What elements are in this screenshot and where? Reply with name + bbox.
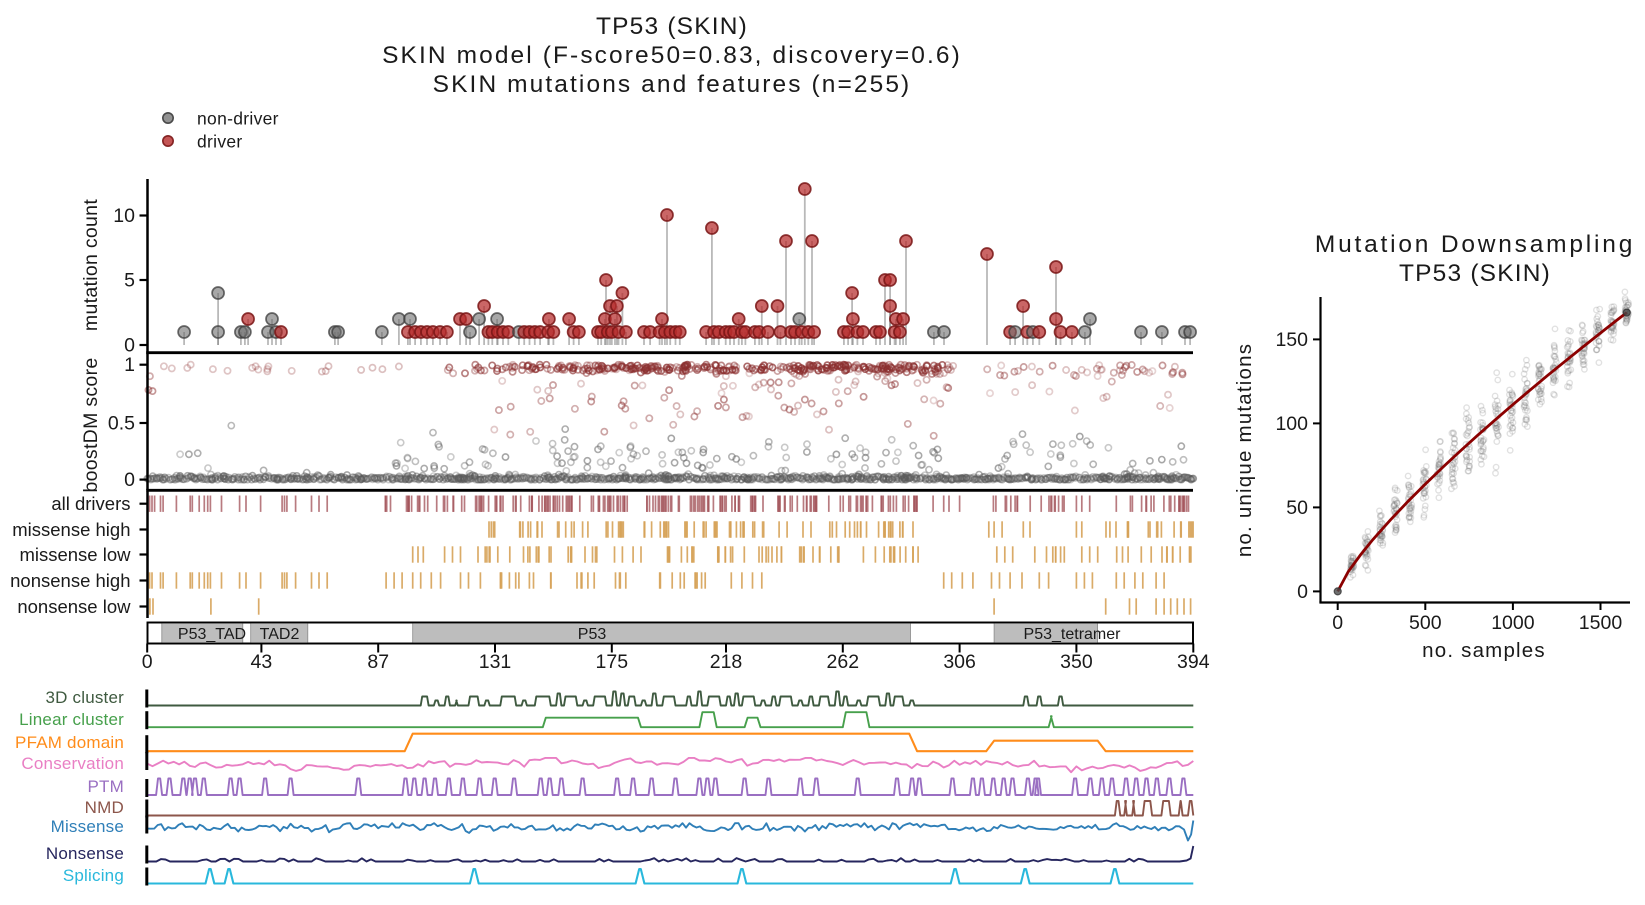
svg-text:0: 0 [124,469,135,491]
svg-text:PTM: PTM [88,777,124,796]
svg-text:10: 10 [113,205,135,227]
svg-text:Missense: Missense [51,817,124,836]
svg-text:nonsense high: nonsense high [10,570,130,591]
svg-text:missense low: missense low [19,544,131,565]
svg-text:350: 350 [1060,651,1093,673]
svg-text:SKIN mutations and features (n: SKIN mutations and features (n=255) [433,71,912,98]
svg-text:mutation count: mutation count [80,199,102,331]
svg-text:306: 306 [943,651,976,673]
svg-text:262: 262 [827,651,860,673]
svg-text:non-driver: non-driver [197,109,279,129]
svg-text:NMD: NMD [85,798,124,817]
svg-text:1500: 1500 [1579,612,1623,634]
svg-text:0: 0 [1332,612,1343,634]
svg-text:0: 0 [1297,581,1308,603]
svg-text:P53_tetramer: P53_tetramer [1024,626,1122,643]
svg-text:1: 1 [124,354,135,376]
svg-text:131: 131 [479,651,512,673]
svg-text:0: 0 [142,651,153,673]
svg-text:87: 87 [367,651,389,673]
svg-text:no. unique mutations: no. unique mutations [1233,343,1256,557]
svg-text:1000: 1000 [1491,612,1535,634]
svg-text:Nonsense: Nonsense [46,844,124,863]
svg-text:0: 0 [124,335,135,357]
svg-text:Conservation: Conservation [21,754,124,773]
svg-text:PFAM domain: PFAM domain [15,733,124,752]
svg-text:no. samples: no. samples [1422,639,1546,662]
svg-text:TP53 (SKIN): TP53 (SKIN) [596,13,748,40]
svg-text:394: 394 [1177,651,1210,673]
svg-text:100: 100 [1275,413,1308,435]
svg-text:3D cluster: 3D cluster [45,688,124,707]
svg-text:P53: P53 [578,626,607,643]
svg-text:Mutation Downsampling: Mutation Downsampling [1315,231,1635,258]
svg-text:all drivers: all drivers [51,493,130,514]
svg-text:0.5: 0.5 [108,413,135,435]
svg-text:150: 150 [1275,329,1308,351]
svg-text:Splicing: Splicing [63,866,124,885]
svg-text:TAD2: TAD2 [260,626,300,643]
svg-text:218: 218 [710,651,743,673]
svg-text:500: 500 [1409,612,1442,634]
svg-text:boostDM score: boostDM score [80,357,102,492]
svg-text:driver: driver [197,132,243,152]
svg-text:SKIN model (F-score50=0.83, di: SKIN model (F-score50=0.83, discovery=0.… [382,42,962,69]
svg-text:5: 5 [124,270,135,292]
svg-text:P53_TAD: P53_TAD [178,626,246,643]
svg-text:175: 175 [596,651,629,673]
svg-text:43: 43 [251,651,273,673]
svg-text:TP53 (SKIN): TP53 (SKIN) [1399,260,1551,287]
svg-text:50: 50 [1286,497,1308,519]
svg-text:missense high: missense high [12,519,130,540]
svg-text:Linear cluster: Linear cluster [19,710,124,729]
svg-text:nonsense low: nonsense low [17,596,131,617]
